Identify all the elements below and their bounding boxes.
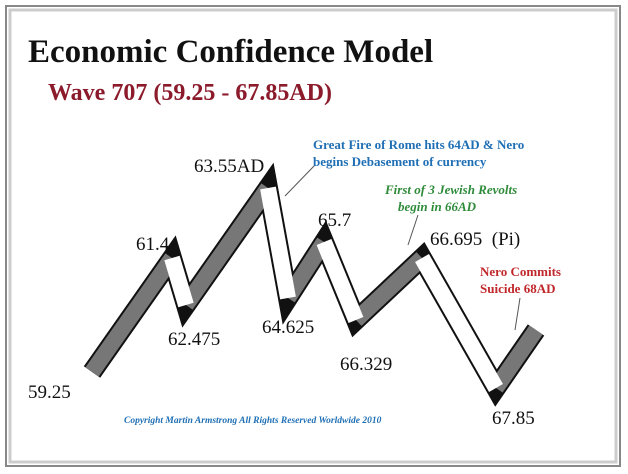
annotation: begin in 66AD bbox=[398, 199, 477, 214]
point-label: 66.329 bbox=[340, 354, 392, 375]
subtitle: Wave 707 (59.25 - 67.85AD) bbox=[48, 80, 332, 106]
frame bbox=[5, 5, 621, 467]
title: Economic Confidence Model bbox=[28, 34, 433, 70]
annotation: Nero Commits bbox=[480, 264, 561, 279]
point-label: 61.4 bbox=[136, 234, 170, 255]
annotation: Great Fire of Rome hits 64AD & Nero bbox=[313, 137, 524, 152]
copyright: Copyright Martin Armstrong All Rights Re… bbox=[124, 416, 382, 426]
annotation: Suicide 68AD bbox=[480, 281, 555, 296]
point-label: 59.25 bbox=[28, 382, 71, 403]
pointers bbox=[284, 164, 521, 331]
point-label: 65.7 bbox=[318, 210, 351, 231]
point-label: 67.85 bbox=[492, 408, 535, 429]
point-label: 64.625 bbox=[262, 317, 314, 338]
point-label: 62.475 bbox=[168, 329, 220, 350]
wave-ribbon bbox=[83, 162, 545, 407]
annotation: begins Debasement of currency bbox=[313, 154, 487, 169]
frame-shadow bbox=[8, 8, 618, 464]
point-label: 66.695 (Pi) bbox=[430, 229, 520, 250]
point-label: 63.55AD bbox=[194, 156, 264, 177]
annotation: First of 3 Jewish Revolts bbox=[384, 182, 517, 197]
